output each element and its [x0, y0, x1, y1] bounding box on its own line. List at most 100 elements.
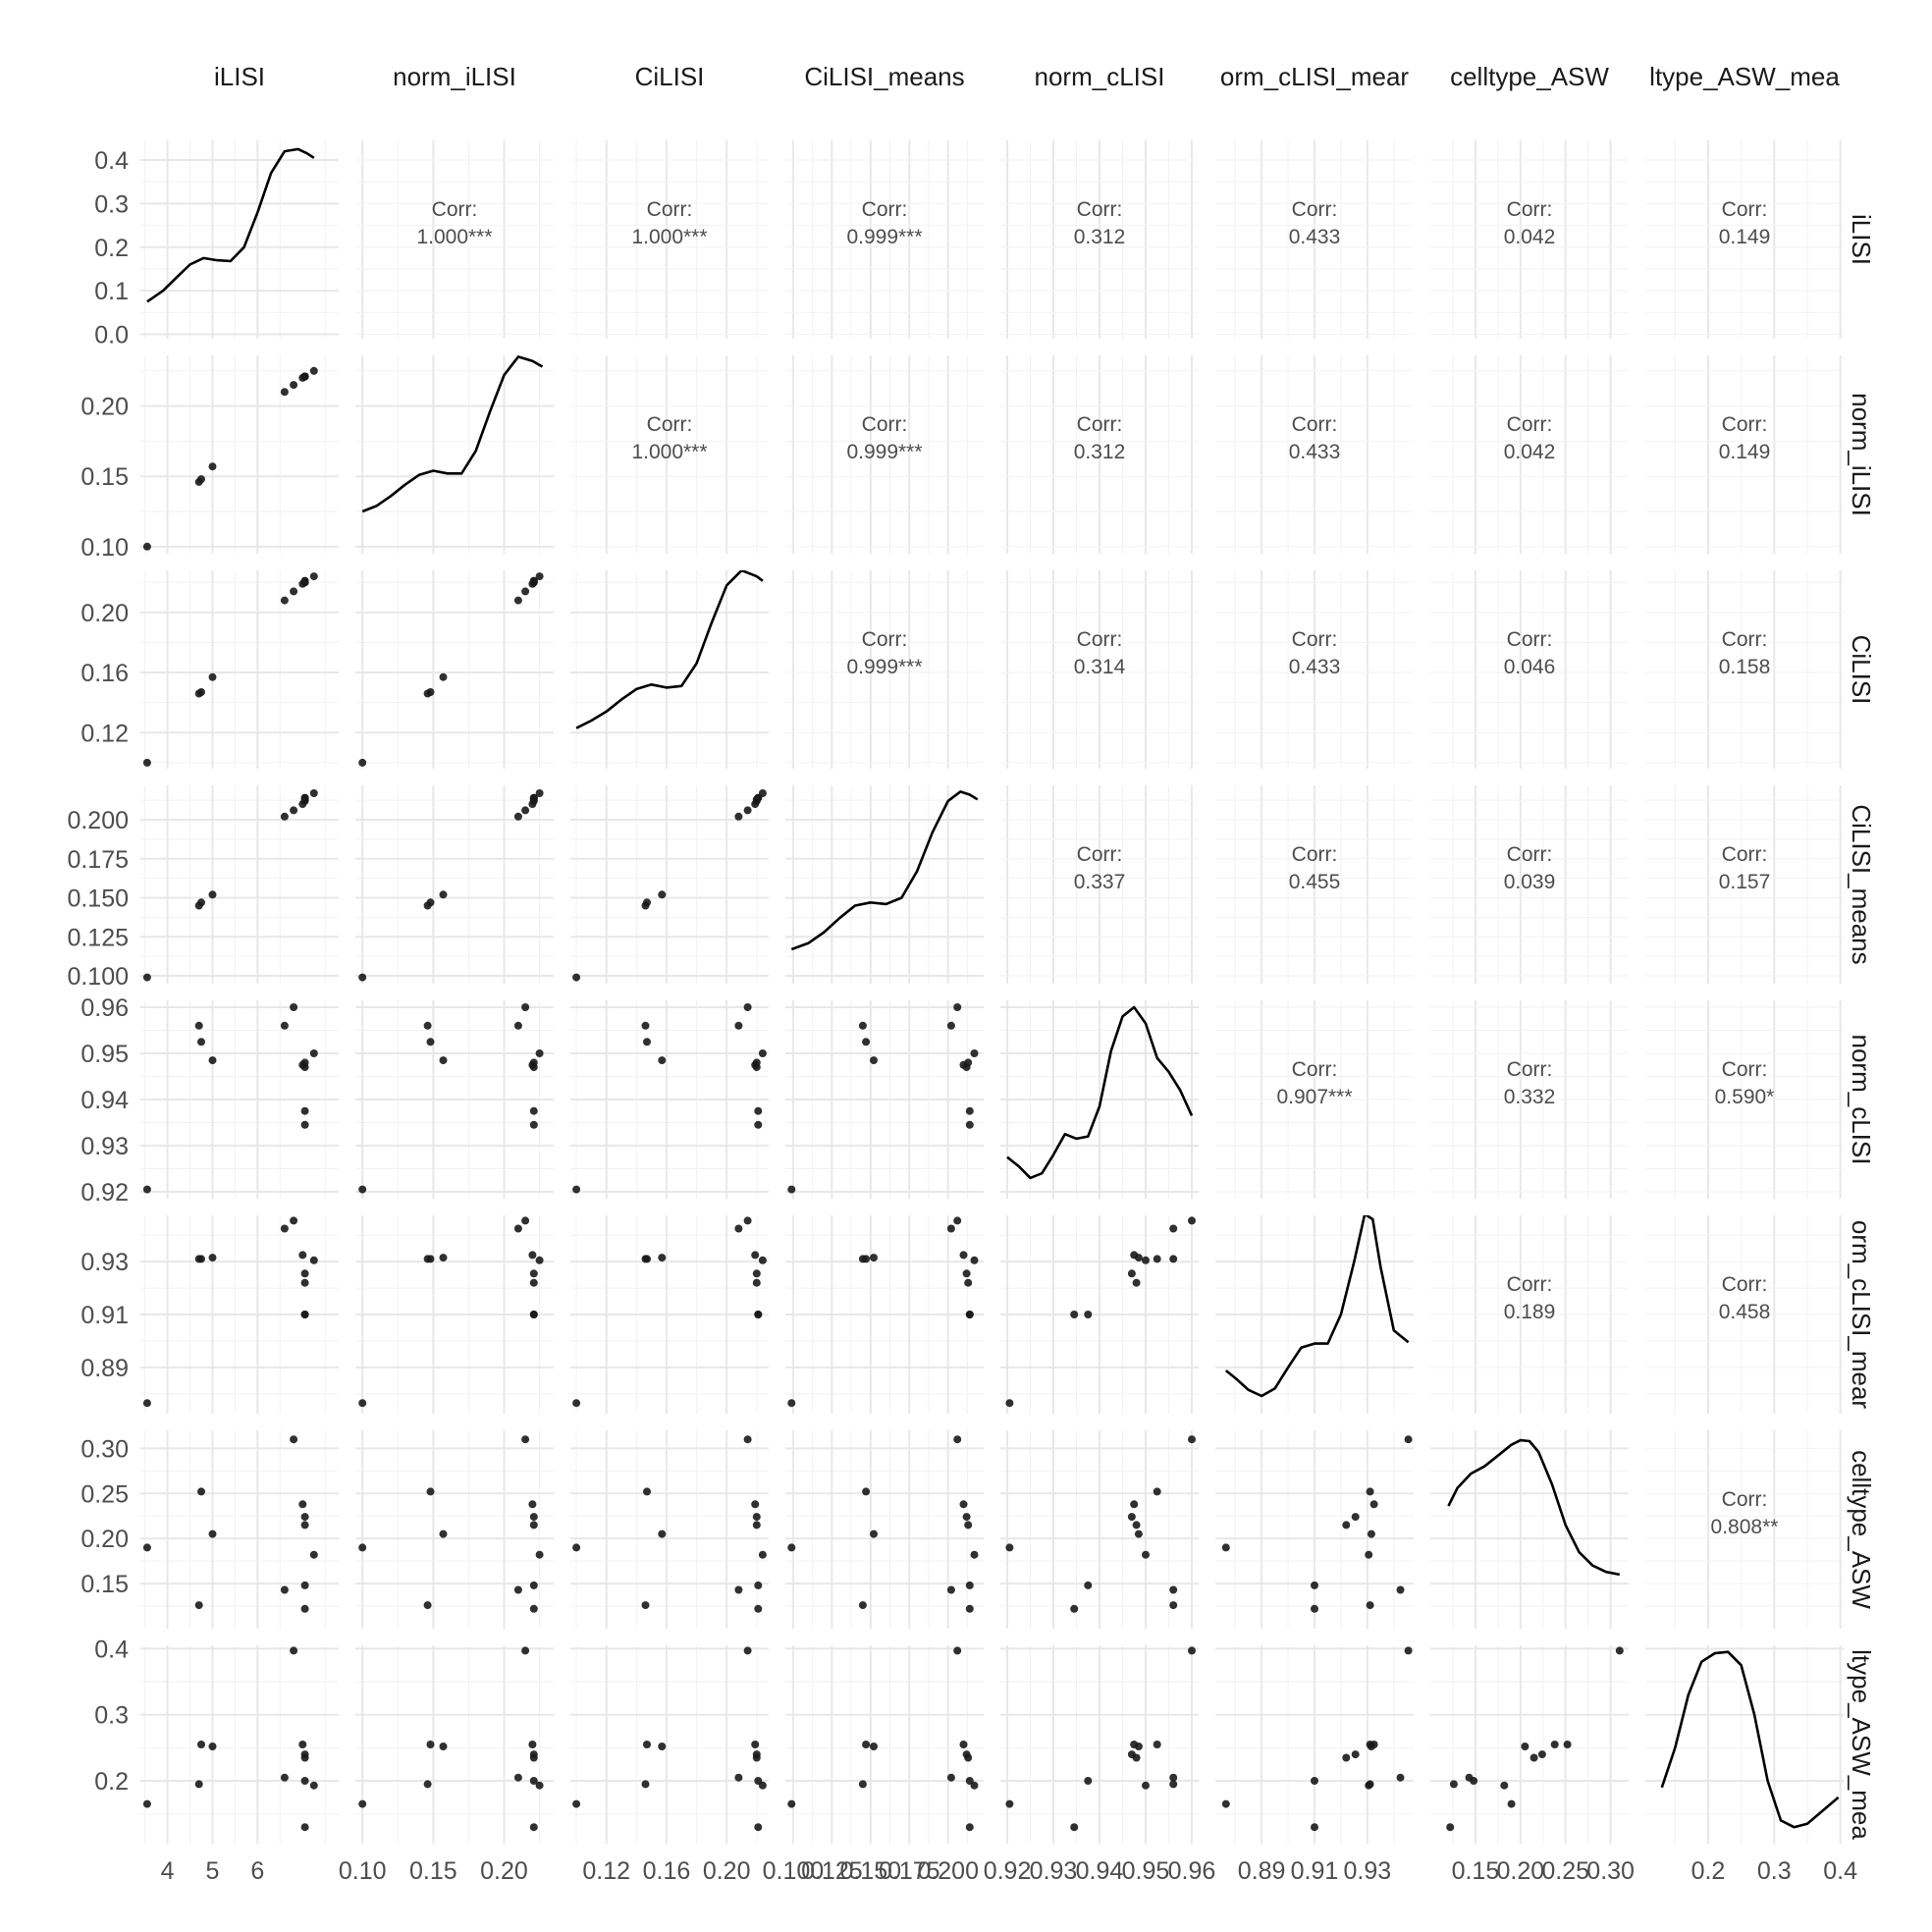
panel-CiLISI-CiLISI_means: Corr: 0.999*** — [785, 570, 984, 769]
scatter-point — [643, 1487, 651, 1496]
scatter-point — [787, 1399, 796, 1408]
scatter-point — [529, 1753, 538, 1762]
scatter-point — [513, 596, 522, 605]
scatter-point — [521, 1216, 530, 1225]
column-strip-label: celltype_ASW — [1450, 62, 1609, 91]
y-tick-label: 0.2 — [94, 1768, 129, 1796]
panel-grid — [140, 1000, 339, 1199]
row-strip: norm_cLISI — [1847, 1035, 1876, 1165]
panel-grid — [1430, 1215, 1629, 1414]
panel-celltype_ASW_means-norm_iLISI — [355, 1645, 554, 1844]
panel-grid — [355, 1430, 554, 1629]
scatter-point — [1127, 1269, 1136, 1278]
y-tick-label: 0.20 — [80, 394, 129, 421]
scatter-point — [1563, 1741, 1572, 1748]
scatter-point — [358, 758, 367, 767]
corr-value: 0.999*** — [846, 441, 922, 463]
row-strip-label: CiLISI_means — [1847, 804, 1876, 964]
scatter-point — [754, 1311, 763, 1318]
scatter-point — [529, 1513, 538, 1522]
panel-CiLISI-CiLISI — [570, 570, 769, 769]
corr-label: Corr: — [647, 413, 693, 436]
panel-grid — [1430, 355, 1629, 554]
corr-label: Corr: — [1292, 628, 1338, 651]
scatter-point — [208, 672, 217, 681]
scatter-point — [1365, 1781, 1373, 1790]
corr-value: 0.157 — [1719, 871, 1771, 893]
x-tick-label: 0.10 — [339, 1857, 387, 1885]
scatter-point — [572, 973, 581, 982]
corr-label: Corr: — [1292, 843, 1338, 866]
scatter-point — [858, 1780, 867, 1789]
scatter-point — [1550, 1741, 1559, 1748]
scatter-point — [197, 1487, 205, 1496]
scatter-point — [529, 1278, 538, 1287]
panel-norm_iLISI-celltype_ASW: Corr: 0.042 — [1430, 355, 1629, 554]
scatter-point — [309, 1781, 318, 1790]
panel-CiLISI_means-celltype_ASW: Corr: 0.039 — [1430, 785, 1629, 984]
corr-value: 0.999*** — [846, 656, 922, 678]
scatter-point — [423, 1780, 432, 1789]
scatter-point — [752, 1521, 761, 1530]
scatter-point — [946, 1021, 955, 1030]
scatter-point — [197, 475, 205, 484]
scatter-point — [858, 1601, 867, 1610]
panel-norm_cLISI-norm_cLISI — [1000, 1000, 1199, 1199]
panel-norm_cLISI_means-norm_cLISI — [1000, 1215, 1199, 1414]
scatter-point — [290, 1646, 298, 1655]
scatter-point — [142, 1799, 151, 1808]
scatter-point — [300, 1311, 309, 1318]
scatter-point — [964, 1753, 973, 1762]
panel-CiLISI-norm_iLISI — [355, 570, 554, 769]
row-strip: iLISI — [1847, 214, 1876, 265]
scatter-point — [1396, 1773, 1405, 1782]
scatter-point — [1404, 1435, 1413, 1444]
scatter-point — [1446, 1823, 1455, 1832]
corr-value: 1.000*** — [631, 226, 707, 248]
corr-label: Corr: — [1722, 413, 1768, 436]
panel-grid — [570, 1000, 769, 1199]
scatter-point — [290, 381, 298, 390]
scatter-point — [300, 372, 309, 381]
panel-grid — [355, 570, 554, 769]
scatter-point — [426, 1741, 435, 1748]
column-strip-label: orm_cLISI_mear — [1220, 62, 1410, 91]
panel-celltype_ASW_means-CiLISI_means — [785, 1645, 984, 1844]
y-tick-label: 0.20 — [80, 600, 129, 627]
x-tick-label: 0.93 — [1030, 1857, 1078, 1885]
scatter-point — [535, 789, 544, 797]
scatter-point — [870, 1743, 878, 1750]
panel-norm_iLISI-celltype_ASW_means: Corr: 0.149 — [1645, 355, 1844, 554]
scatter-point — [1005, 1543, 1014, 1552]
scatter-point — [521, 806, 530, 815]
panel-grid — [1430, 1000, 1629, 1199]
scatter-point — [290, 587, 298, 596]
scatter-point — [787, 1543, 796, 1552]
x-tick-label: 0.3 — [1757, 1857, 1792, 1885]
scatter-point — [521, 587, 530, 596]
corr-label: Corr: — [1077, 198, 1123, 221]
scatter-point — [970, 1256, 979, 1264]
panel-norm_cLISI_means-celltype_ASW_means: Corr: 0.458 — [1645, 1215, 1844, 1414]
scatter-point — [751, 1500, 760, 1509]
scatter-point — [658, 1254, 667, 1262]
scatter-point — [142, 1543, 151, 1552]
corr-value: 0.039 — [1504, 871, 1556, 893]
y-tick-label: 0.91 — [80, 1302, 129, 1329]
panel-norm_cLISI_means-CiLISI_means — [785, 1215, 984, 1414]
panel-CiLISI_means-CiLISI_means — [785, 785, 984, 984]
corr-value: 0.433 — [1289, 441, 1341, 463]
x-tick-label: 0.12 — [582, 1857, 630, 1885]
panel-grid — [1215, 1000, 1414, 1199]
panel-grid — [355, 1000, 554, 1199]
scatter-point — [962, 1513, 971, 1522]
y-tick-label: 0.16 — [80, 660, 129, 687]
scatter-point — [280, 1585, 289, 1594]
scatter-point — [300, 1513, 309, 1522]
corr-value: 0.046 — [1504, 656, 1556, 678]
scatter-point — [197, 688, 205, 696]
scatter-point — [1369, 1500, 1378, 1509]
corr-value: 0.808** — [1711, 1516, 1779, 1538]
panel-norm_cLISI_means-iLISI — [140, 1215, 339, 1414]
scatter-point — [1142, 1550, 1150, 1559]
